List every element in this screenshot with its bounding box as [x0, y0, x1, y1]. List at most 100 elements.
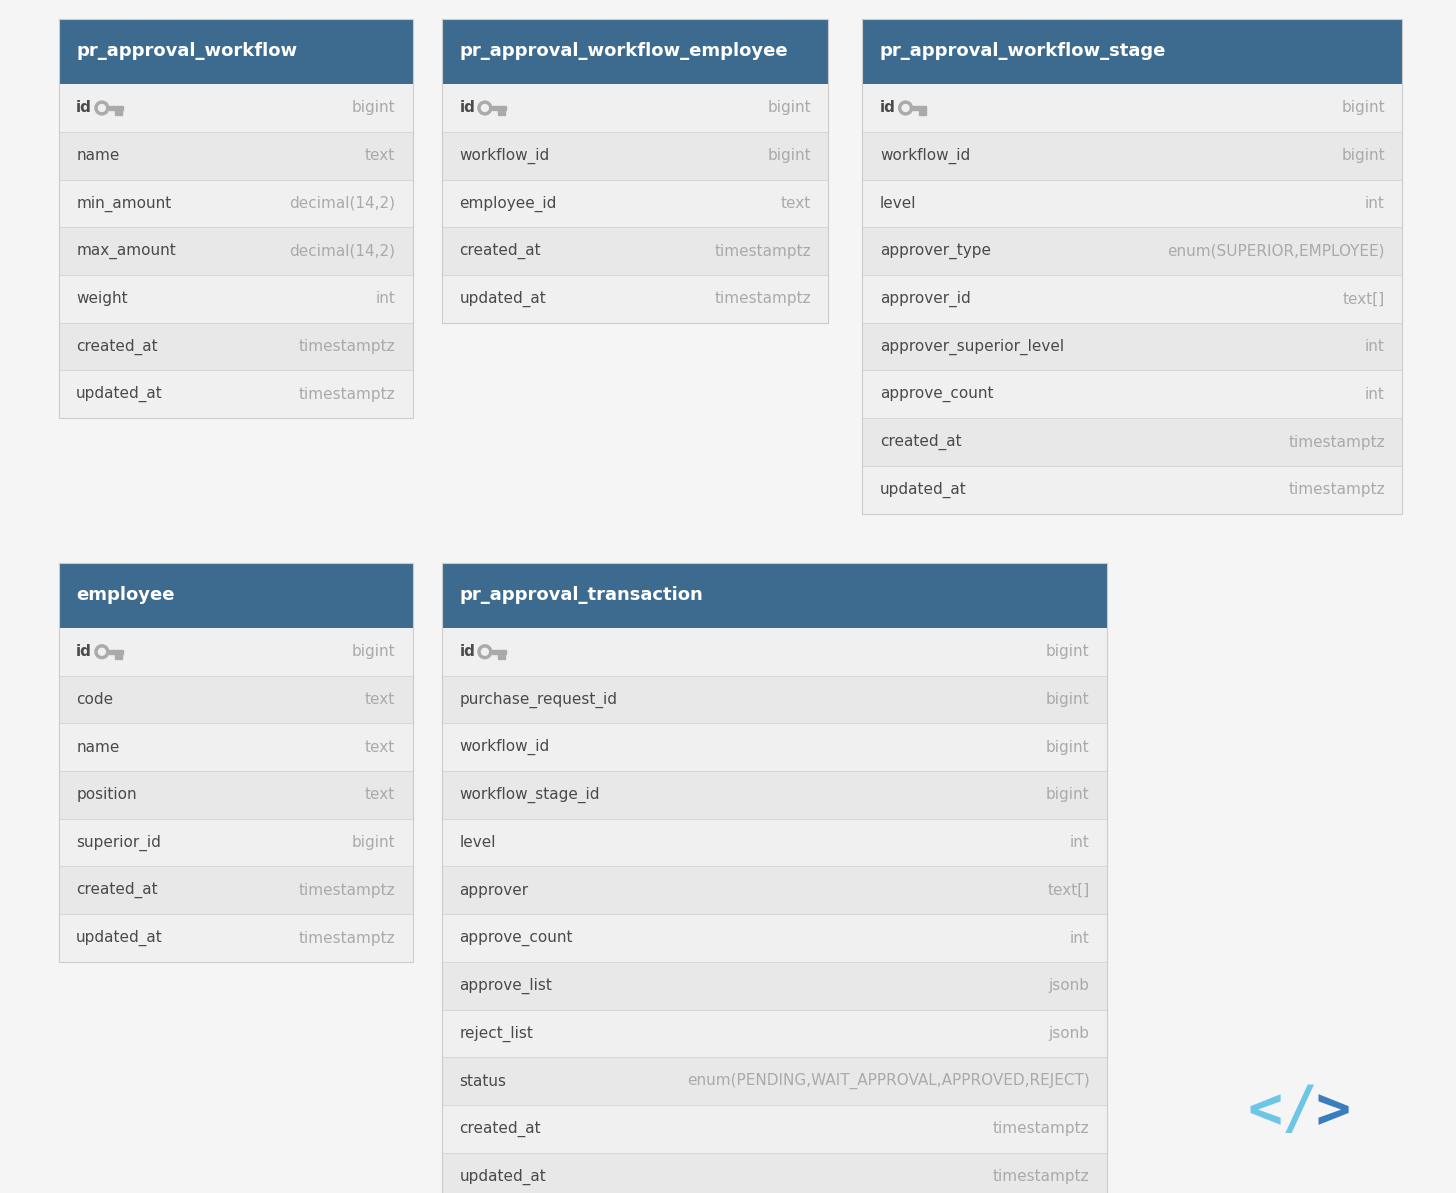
Text: bigint: bigint: [1045, 787, 1089, 803]
Text: updated_at: updated_at: [76, 387, 163, 402]
Circle shape: [478, 645, 492, 659]
Text: approve_list: approve_list: [459, 978, 552, 994]
Bar: [862, 371, 1402, 419]
Bar: [441, 180, 828, 228]
Text: reject_list: reject_list: [459, 1026, 533, 1041]
Bar: [58, 675, 414, 723]
Text: min_amount: min_amount: [76, 196, 172, 211]
Text: timestamptz: timestamptz: [715, 291, 811, 307]
Text: position: position: [76, 787, 137, 803]
Bar: [441, 85, 828, 132]
Text: timestamptz: timestamptz: [298, 883, 395, 898]
Bar: [115, 654, 118, 659]
Text: jsonb: jsonb: [1048, 978, 1089, 994]
Bar: [862, 19, 1402, 514]
Text: id: id: [459, 100, 475, 116]
Text: workflow_id: workflow_id: [459, 740, 549, 755]
Bar: [441, 228, 828, 276]
Bar: [862, 419, 1402, 466]
Text: text: text: [365, 692, 395, 707]
Bar: [115, 110, 118, 116]
Text: text[]: text[]: [1047, 883, 1089, 898]
Bar: [58, 19, 414, 419]
Text: timestamptz: timestamptz: [993, 1169, 1089, 1185]
Bar: [441, 771, 1107, 818]
Bar: [441, 675, 1107, 723]
Text: decimal(14,2): decimal(14,2): [290, 243, 395, 259]
Bar: [58, 628, 414, 675]
Text: jsonb: jsonb: [1048, 1026, 1089, 1041]
Bar: [58, 771, 414, 818]
Text: bigint: bigint: [351, 835, 395, 851]
Text: workflow_id: workflow_id: [459, 148, 549, 163]
Text: bigint: bigint: [1045, 740, 1089, 755]
Bar: [502, 110, 505, 116]
Circle shape: [482, 648, 488, 655]
Text: timestamptz: timestamptz: [298, 931, 395, 946]
Text: updated_at: updated_at: [459, 1169, 546, 1185]
Bar: [492, 106, 505, 110]
Text: code: code: [76, 692, 114, 707]
Circle shape: [903, 105, 909, 111]
Text: >: >: [1316, 1083, 1351, 1139]
Bar: [58, 723, 414, 771]
Text: pr_approval_workflow_employee: pr_approval_workflow_employee: [459, 43, 788, 61]
Text: timestamptz: timestamptz: [1289, 434, 1385, 450]
Bar: [441, 1009, 1107, 1057]
Bar: [441, 1152, 1107, 1193]
Text: text: text: [365, 787, 395, 803]
Text: created_at: created_at: [76, 339, 157, 354]
Bar: [498, 110, 501, 116]
Text: timestamptz: timestamptz: [298, 339, 395, 354]
Text: approver_type: approver_type: [879, 243, 992, 259]
Bar: [862, 85, 1402, 132]
Text: created_at: created_at: [879, 434, 961, 450]
Bar: [441, 628, 1107, 675]
Bar: [919, 110, 922, 116]
Bar: [923, 110, 926, 116]
Text: int: int: [376, 291, 395, 307]
Bar: [58, 818, 414, 866]
Bar: [58, 563, 414, 628]
Text: timestamptz: timestamptz: [298, 387, 395, 402]
Text: updated_at: updated_at: [459, 291, 546, 307]
Text: bigint: bigint: [351, 100, 395, 116]
Bar: [441, 132, 828, 180]
Circle shape: [99, 105, 105, 111]
Text: pr_approval_transaction: pr_approval_transaction: [459, 586, 703, 604]
Text: name: name: [76, 740, 119, 755]
Bar: [58, 228, 414, 276]
Text: text: text: [365, 740, 395, 755]
Text: created_at: created_at: [459, 1121, 540, 1137]
Text: enum(PENDING,WAIT_APPROVAL,APPROVED,REJECT): enum(PENDING,WAIT_APPROVAL,APPROVED,REJE…: [687, 1074, 1089, 1089]
Bar: [441, 19, 828, 323]
Bar: [441, 563, 1107, 1193]
Bar: [58, 914, 414, 962]
Text: int: int: [1070, 931, 1089, 946]
Text: bigint: bigint: [1341, 100, 1385, 116]
Text: int: int: [1070, 835, 1089, 851]
Text: bigint: bigint: [767, 100, 811, 116]
Bar: [862, 19, 1402, 85]
Text: name: name: [76, 148, 119, 163]
Bar: [58, 276, 414, 323]
Bar: [502, 654, 505, 659]
Text: employee: employee: [76, 586, 175, 604]
Bar: [441, 276, 828, 323]
Bar: [441, 19, 828, 85]
Bar: [58, 19, 414, 85]
Text: timestamptz: timestamptz: [993, 1121, 1089, 1137]
Bar: [58, 866, 414, 914]
Bar: [862, 180, 1402, 228]
Text: timestamptz: timestamptz: [715, 243, 811, 259]
Bar: [441, 1105, 1107, 1152]
Text: created_at: created_at: [459, 243, 540, 259]
Text: workflow_id: workflow_id: [879, 148, 970, 163]
Text: approver: approver: [459, 883, 529, 898]
Bar: [58, 371, 414, 419]
Bar: [58, 323, 414, 371]
Text: int: int: [1364, 387, 1385, 402]
Text: approver_id: approver_id: [879, 291, 971, 307]
Text: decimal(14,2): decimal(14,2): [290, 196, 395, 211]
Text: bigint: bigint: [767, 148, 811, 163]
